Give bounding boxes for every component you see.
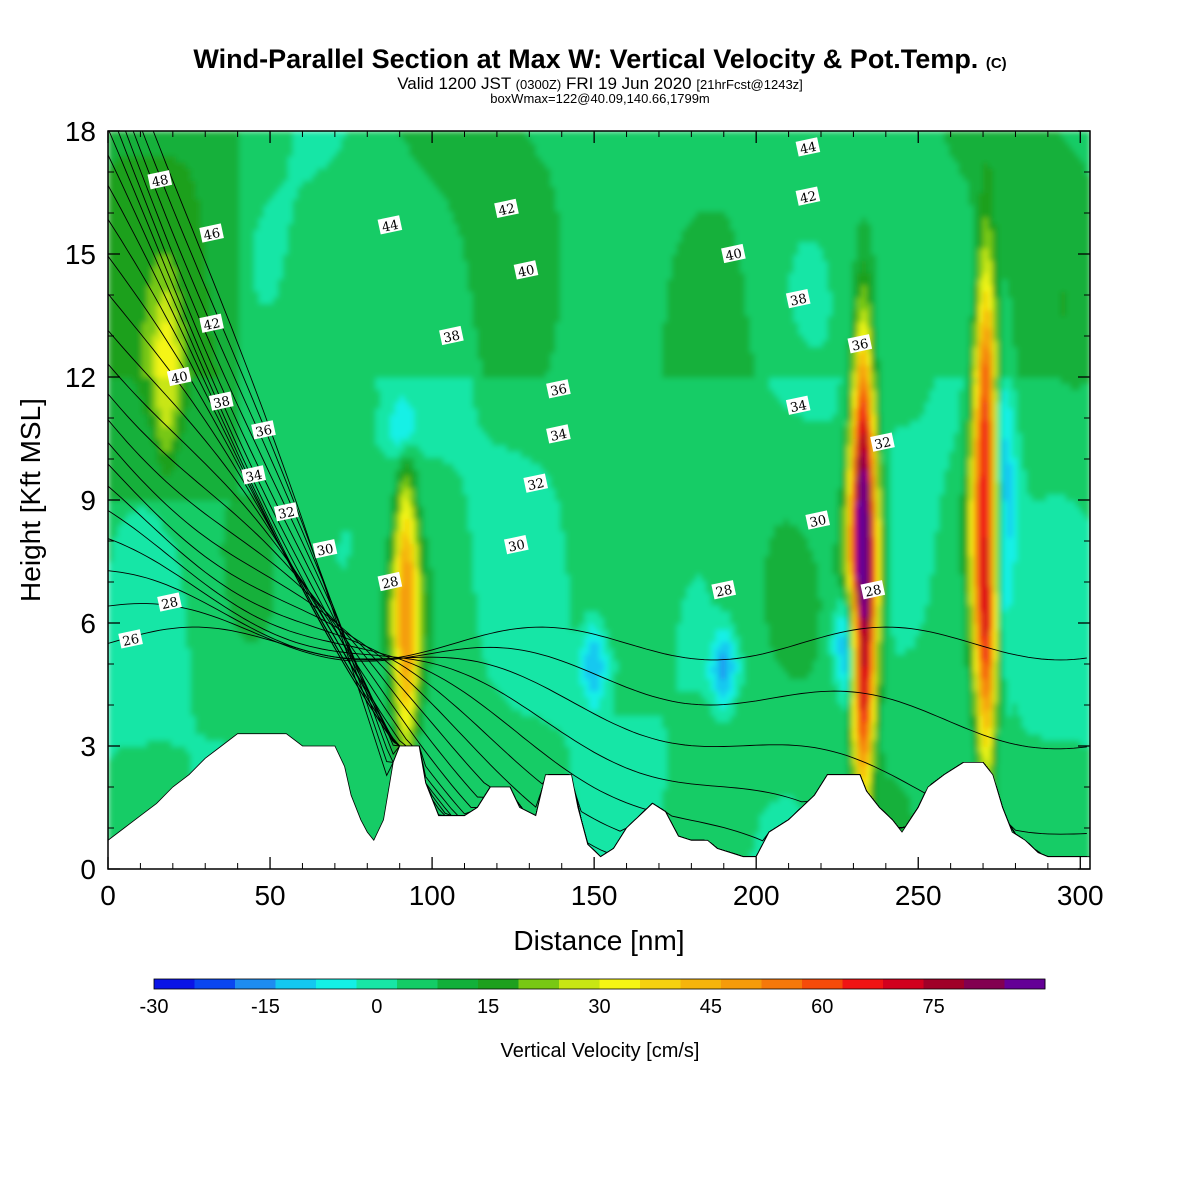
box-wmax-line: boxWmax=122@40.09,140.66,1799m bbox=[0, 91, 1200, 106]
contour-label: 28 bbox=[860, 580, 886, 601]
contour-label: 30 bbox=[503, 534, 529, 556]
contour-label: 34 bbox=[785, 395, 811, 416]
colorbar-tick-label: -30 bbox=[140, 996, 169, 1018]
terrain-profile bbox=[108, 733, 1090, 869]
plot-area: 48 46 44 42 44 42 40 40 42 38 38 40 36 38 36 34 36 34 32 34… bbox=[108, 131, 1090, 869]
x-tick-label: 200 bbox=[733, 880, 780, 911]
valid-time-line: Valid 1200 JST (0300Z) FRI 19 Jun 2020 [… bbox=[0, 74, 1200, 94]
y-tick-label: 15 bbox=[65, 239, 96, 270]
contour-label: 40 bbox=[513, 260, 539, 281]
contour-label: 34 bbox=[241, 465, 267, 486]
colorbar-tick-label: 30 bbox=[588, 996, 610, 1018]
colorbar-tick-label: 75 bbox=[922, 996, 944, 1018]
colorbar-swatch bbox=[923, 979, 965, 989]
colorbar-swatch bbox=[235, 979, 276, 989]
contour-label: 28 bbox=[157, 592, 182, 613]
chart-title: Wind-Parallel Section at Max W: Vertical… bbox=[0, 44, 1200, 75]
contour-label: 32 bbox=[273, 502, 299, 523]
valid-time-utc: (0300Z) bbox=[516, 77, 562, 92]
colorbar-swatch bbox=[316, 979, 357, 989]
theta-contour-line bbox=[108, 570, 1087, 835]
theta-contour-line bbox=[108, 626, 1087, 661]
y-tick-label: 9 bbox=[80, 485, 96, 516]
y-axis-label: Height [Kft MSL] bbox=[15, 398, 46, 602]
contour-label: 34 bbox=[546, 424, 571, 445]
x-axis-label: Distance [nm] bbox=[513, 925, 684, 956]
contour-label: 42 bbox=[795, 186, 821, 207]
colorbar-swatch bbox=[518, 979, 560, 989]
colorbar-swatch bbox=[721, 979, 762, 989]
contour-label: 44 bbox=[795, 137, 821, 158]
contour-label: 30 bbox=[312, 539, 338, 560]
colorbar-swatch bbox=[154, 979, 195, 989]
contour-label: 48 bbox=[147, 170, 173, 191]
valid-date: FRI 19 Jun 2020 bbox=[566, 74, 692, 93]
x-tick-label: 250 bbox=[895, 880, 942, 911]
colorbar-swatch bbox=[761, 979, 803, 989]
contour-label: 32 bbox=[870, 432, 895, 453]
contour-label: 28 bbox=[377, 571, 403, 593]
x-tick-label: 50 bbox=[254, 880, 285, 911]
colorbar-tick-label: 0 bbox=[371, 996, 382, 1018]
x-tick-label: 0 bbox=[100, 880, 116, 911]
contour-label: 38 bbox=[439, 325, 464, 347]
contour-label: 42 bbox=[494, 198, 519, 219]
x-tick-label: 300 bbox=[1057, 880, 1104, 911]
colorbar-swatch bbox=[842, 979, 884, 989]
colorbar-tick-label: 45 bbox=[700, 996, 722, 1018]
y-tick-label: 12 bbox=[65, 362, 96, 393]
x-tick-label: 100 bbox=[409, 880, 456, 911]
colorbar-swatch bbox=[1004, 979, 1046, 989]
colorbar-swatch bbox=[640, 979, 681, 989]
contour-label: 30 bbox=[805, 510, 831, 531]
colorbar-swatch bbox=[356, 979, 398, 989]
colorbar-tick-label: 15 bbox=[477, 996, 499, 1018]
contour-label: 36 bbox=[847, 334, 873, 355]
contour-label: 40 bbox=[721, 243, 746, 265]
contour-label: 38 bbox=[785, 288, 811, 310]
colorbar-tick-label: -15 bbox=[251, 996, 280, 1018]
colorbar-swatch bbox=[397, 979, 438, 989]
contour-label: 36 bbox=[251, 420, 276, 441]
contour-label: 38 bbox=[208, 391, 234, 412]
colorbar-label: Vertical Velocity [cm/s] bbox=[501, 1040, 700, 1062]
colorbar-swatch bbox=[802, 979, 843, 989]
colorbar-swatch bbox=[680, 979, 722, 989]
chart-title-main: Wind-Parallel Section at Max W: Vertical… bbox=[193, 44, 978, 74]
forecast-info: [21hrFcst@1243z] bbox=[696, 77, 802, 92]
contour-label: 28 bbox=[711, 580, 737, 601]
copyright-mark: (C) bbox=[986, 55, 1007, 72]
colorbar-swatch bbox=[883, 979, 924, 989]
contour-label: 32 bbox=[523, 473, 549, 494]
contour-label: 36 bbox=[546, 379, 571, 400]
colorbar-swatch bbox=[275, 979, 317, 989]
y-tick-label: 0 bbox=[80, 854, 96, 885]
theta-contour-line bbox=[108, 603, 1087, 750]
colorbar-tick-label: 60 bbox=[811, 996, 833, 1018]
colorbar-swatch bbox=[478, 979, 519, 989]
valid-time-local: Valid 1200 JST bbox=[397, 74, 511, 93]
contour-label: 46 bbox=[199, 223, 224, 244]
x-axis-ticks: 0 50 100 150 200 250 300 bbox=[100, 131, 1104, 911]
contour-label: 40 bbox=[166, 366, 192, 388]
contour-labels: 48 46 44 42 44 42 40 40 42 38 38 40 36 38 36 34 36 34 32 34… bbox=[118, 137, 895, 650]
colorbar-swatch bbox=[437, 979, 479, 989]
colorbar-swatch bbox=[194, 979, 236, 989]
colorbar: -30 -15 0 15 30 45 60 75 bbox=[140, 978, 1046, 1018]
contour-label: 26 bbox=[118, 629, 143, 650]
y-tick-label: 18 bbox=[65, 116, 96, 147]
colorbar-swatch bbox=[559, 979, 600, 989]
contour-label: 44 bbox=[377, 215, 403, 236]
y-tick-label: 6 bbox=[80, 608, 96, 639]
x-tick-label: 150 bbox=[571, 880, 618, 911]
colorbar-swatch bbox=[964, 979, 1005, 989]
contour-label: 42 bbox=[199, 313, 224, 334]
y-tick-label: 3 bbox=[80, 731, 96, 762]
colorbar-swatch bbox=[599, 979, 641, 989]
